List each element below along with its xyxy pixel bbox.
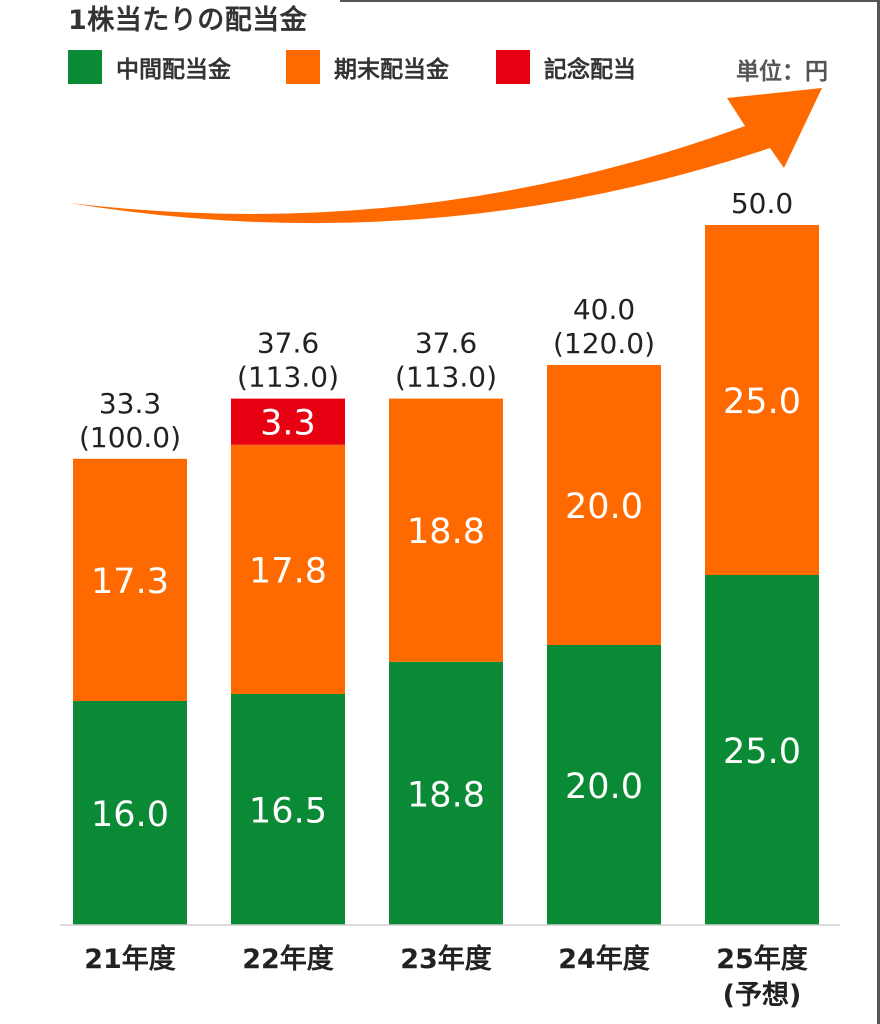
chart-title: 1株当たりの配当金 [68, 5, 308, 36]
bar-segment [231, 444, 345, 694]
bar-segment [231, 694, 345, 925]
category-label: 25年度 [716, 943, 808, 975]
bar-segment [547, 365, 661, 645]
bar-total-label: 50.0 [731, 187, 793, 220]
bar-total-yen-label: (100.0) [79, 421, 181, 454]
bar-value-label: 20.0 [565, 767, 643, 807]
bar-total-label: 40.0 [573, 293, 635, 326]
bar-value-label: 25.0 [723, 382, 801, 422]
bar-segment [705, 575, 819, 925]
bar-value-label: 17.3 [91, 562, 169, 602]
legend-item-yearend: 期末配当金 [286, 50, 449, 84]
bar-value-label: 18.8 [407, 512, 485, 552]
bar-total-yen-label: (113.0) [395, 361, 497, 394]
category-label: 23年度 [400, 943, 492, 975]
legend-label-interim: 中間配当金 [116, 57, 231, 83]
legend-swatch-yearend [286, 50, 320, 84]
legend-swatch-interim [68, 50, 102, 84]
bar-segment [705, 225, 819, 575]
bar-segment [547, 645, 661, 925]
bar-value-label: 25.0 [723, 732, 801, 772]
bar-segment [231, 398, 345, 445]
bar-total-label: 33.3 [99, 387, 161, 420]
unit-label: 単位：円 [736, 59, 828, 85]
bar-value-label: 17.8 [249, 551, 327, 591]
legend-label-commemorative: 記念配当 [544, 57, 636, 83]
bar-value-label: 20.0 [565, 487, 643, 527]
legend-item-commemorative: 記念配当 [496, 50, 636, 84]
bar-value-label: 16.0 [91, 795, 169, 835]
bar-value-label: 3.3 [260, 404, 316, 444]
bar-value-label: 16.5 [249, 792, 327, 832]
bar-segment [73, 701, 187, 925]
legend-swatch-commemorative [496, 50, 530, 84]
legend-label-yearend: 期末配当金 [334, 57, 449, 83]
bar-value-label: 18.8 [407, 775, 485, 815]
growth-arrow-icon [70, 88, 822, 224]
category-label: 22年度 [242, 943, 334, 975]
legend: 中間配当金 期末配当金 記念配当 [68, 50, 848, 90]
bar-segment [389, 661, 503, 925]
frame-right-border [877, 0, 880, 1024]
bar-total-label: 37.6 [415, 327, 477, 360]
bars-group: 16.017.333.3(100.0)21年度16.517.83.337.6(1… [73, 187, 819, 1011]
bar-total-label: 37.6 [257, 327, 319, 360]
bar-total-yen-label: (120.0) [553, 327, 655, 360]
bar-segment [73, 458, 187, 701]
category-sublabel: (予想) [723, 980, 802, 1011]
frame-top-border [340, 0, 880, 2]
legend-item-interim: 中間配当金 [68, 50, 231, 84]
category-label: 24年度 [558, 943, 650, 975]
bar-segment [389, 398, 503, 662]
bar-total-yen-label: (113.0) [237, 361, 339, 394]
category-label: 21年度 [84, 943, 176, 975]
